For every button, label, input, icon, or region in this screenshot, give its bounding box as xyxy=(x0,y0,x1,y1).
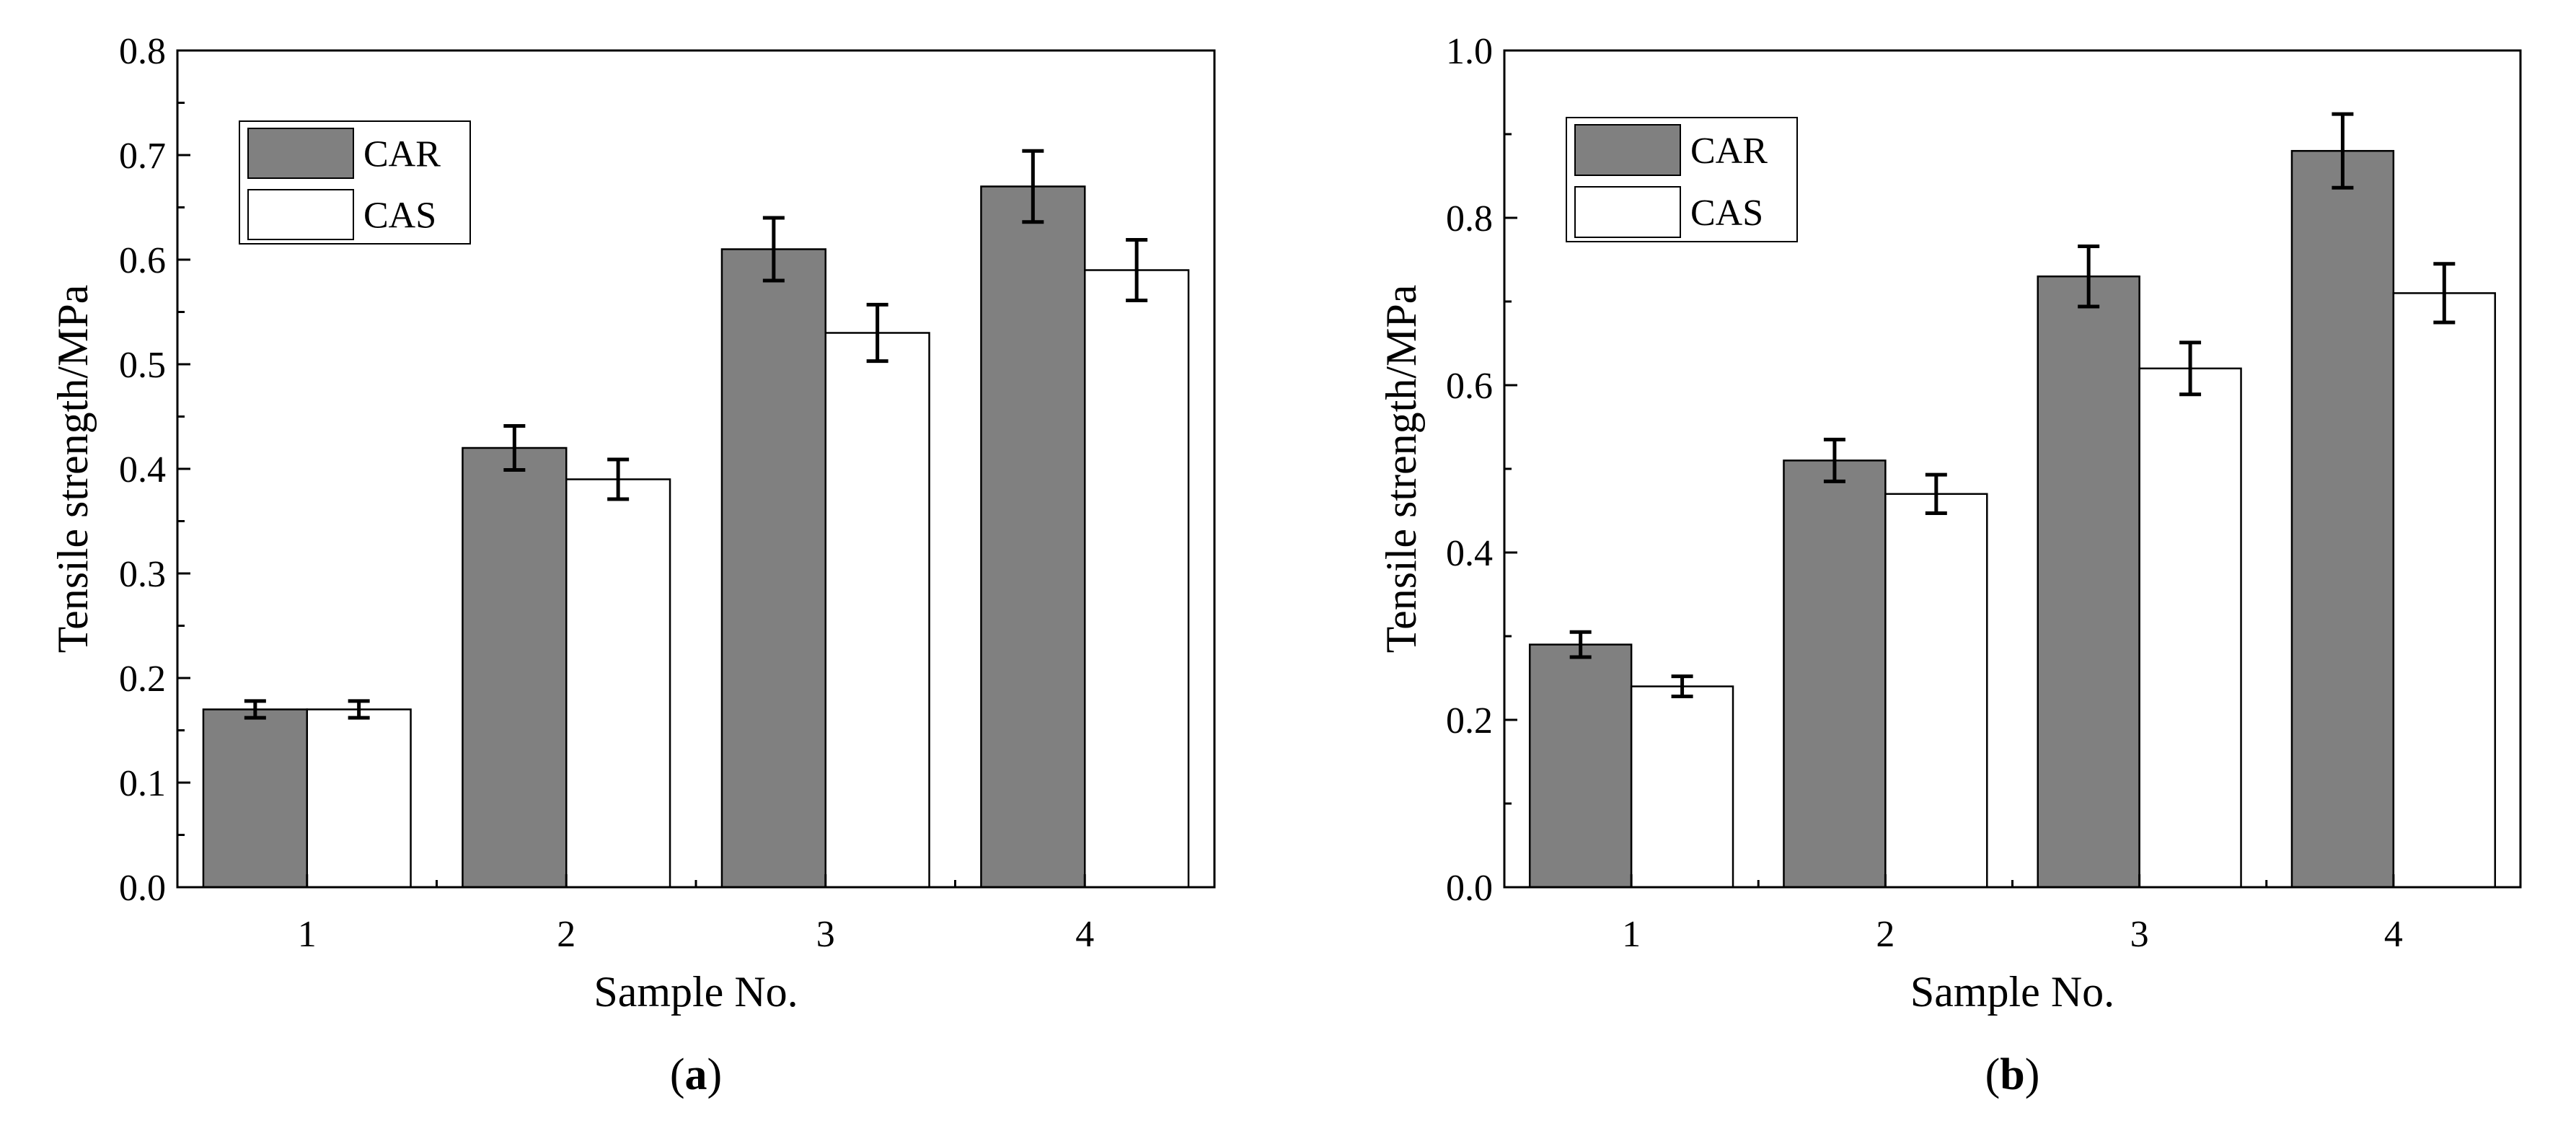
panel-label-open: ( xyxy=(670,1050,685,1099)
error-bar-cas-1 xyxy=(348,699,370,720)
legend-label-cas: CAS xyxy=(1690,193,1763,234)
error-bar-cas-4 xyxy=(2433,262,2456,325)
error-bar-car-4 xyxy=(1022,149,1044,224)
bar-car-3 xyxy=(2037,275,2140,889)
error-bars-group xyxy=(1569,112,2456,699)
error-bar-cas-4 xyxy=(1126,237,1148,303)
error-bar-cas-3 xyxy=(2179,340,2202,397)
panel-label-letter: b xyxy=(2000,1050,2024,1099)
y-axis-title: Tensile strength/MPa xyxy=(1377,285,1425,653)
legend-label-car: CAR xyxy=(363,134,441,175)
error-bars-group xyxy=(244,149,1148,720)
error-bar-cas-2 xyxy=(1925,472,1947,515)
bar-cas-1 xyxy=(1630,685,1734,889)
x-tick-label: 4 xyxy=(2384,914,2403,955)
x-axis: 1 2 3 4 xyxy=(1622,874,2403,955)
y-axis: 0.0 0.1 0.2 0.3 0.4 0.5 0.6 0.7 0.8 xyxy=(119,31,190,909)
error-bar-car-2 xyxy=(1823,437,1845,483)
x-tick-label: 2 xyxy=(1876,914,1894,955)
error-bar-car-3 xyxy=(762,216,785,283)
y-tick-label: 0.1 xyxy=(119,763,166,804)
bar-cas-4 xyxy=(2392,292,2497,889)
bar-cas-3 xyxy=(824,332,930,889)
bar-car-4 xyxy=(2290,149,2395,889)
legend: CAR CAS xyxy=(1566,117,1798,242)
y-tick-label: 0.8 xyxy=(1446,198,1493,239)
panel-label-open: ( xyxy=(1985,1050,2001,1099)
chart-panel-a: 0.0 0.1 0.2 0.3 0.4 0.5 0.6 0.7 0.8 1 2 3 4 CAR CAS… xyxy=(49,31,1216,1099)
y-tick-label: 0.4 xyxy=(119,449,166,490)
error-bar-car-2 xyxy=(503,424,526,472)
x-tick-label: 4 xyxy=(1075,914,1094,955)
y-tick-label: 0.6 xyxy=(1446,366,1493,407)
y-tick-label: 0.2 xyxy=(119,659,166,700)
legend: CAR CAS xyxy=(239,120,471,245)
bar-car-3 xyxy=(720,248,827,889)
bar-cas-2 xyxy=(1884,493,1988,889)
legend-label-car: CAR xyxy=(1690,131,1768,172)
bar-cas-1 xyxy=(306,708,412,889)
error-bar-cas-1 xyxy=(1671,674,1693,699)
panel-label-close: ) xyxy=(707,1050,723,1099)
y-axis: 0.0 0.2 0.4 0.6 0.8 1.0 xyxy=(1446,31,1517,909)
y-tick-label: 0.4 xyxy=(1446,533,1493,574)
x-axis-title: Sample No. xyxy=(1910,968,2114,1016)
legend-swatch-car xyxy=(1574,124,1681,176)
bar-car-1 xyxy=(202,708,309,889)
error-bar-cas-2 xyxy=(607,457,630,501)
error-bar-car-3 xyxy=(2078,244,2100,309)
panel-label-letter: a xyxy=(685,1050,707,1099)
panel-label-close: ) xyxy=(2025,1050,2040,1099)
bar-car-2 xyxy=(462,446,568,889)
legend-swatch-car xyxy=(247,128,354,179)
x-tick-label: 3 xyxy=(816,914,835,955)
panel-label-b: (b) xyxy=(1985,1050,2040,1099)
y-tick-label: 0.7 xyxy=(119,136,166,177)
y-tick-label: 0.8 xyxy=(119,31,166,72)
error-bar-car-1 xyxy=(244,699,266,720)
panel-label-a: (a) xyxy=(670,1050,722,1099)
x-tick-label: 1 xyxy=(1622,914,1641,955)
y-axis-title: Tensile strength/MPa xyxy=(49,285,97,653)
x-tick-label: 1 xyxy=(298,914,317,955)
x-tick-label: 3 xyxy=(2130,914,2149,955)
bar-car-1 xyxy=(1528,643,1633,889)
bars-group xyxy=(1528,149,2497,889)
error-bar-car-1 xyxy=(1569,630,1592,659)
legend-swatch-cas xyxy=(247,189,354,240)
y-tick-label: 1.0 xyxy=(1446,31,1493,72)
error-bar-car-4 xyxy=(2332,112,2354,190)
bar-cas-3 xyxy=(2138,367,2242,889)
chart-panel-b: 0.0 0.2 0.4 0.6 0.8 1.0 1 2 3 4 CAR CAS Sample N… xyxy=(1377,31,2522,1099)
error-bar-cas-3 xyxy=(866,302,888,364)
y-tick-label: 0.5 xyxy=(119,345,166,386)
legend-swatch-cas xyxy=(1574,186,1681,238)
x-axis: 1 2 3 4 xyxy=(298,874,1094,955)
bar-car-2 xyxy=(1783,459,1887,889)
x-tick-label: 2 xyxy=(557,914,575,955)
bars-group xyxy=(202,185,1190,889)
y-tick-label: 0.6 xyxy=(119,240,166,281)
y-tick-label: 0.0 xyxy=(119,868,166,909)
bar-car-4 xyxy=(980,185,1086,889)
y-tick-label: 0.2 xyxy=(1446,700,1493,741)
bar-cas-2 xyxy=(565,478,671,889)
y-tick-label: 0.3 xyxy=(119,554,166,595)
bar-cas-4 xyxy=(1084,269,1190,889)
legend-label-cas: CAS xyxy=(363,195,436,237)
x-axis-title: Sample No. xyxy=(594,968,798,1016)
y-tick-label: 0.0 xyxy=(1446,868,1493,909)
